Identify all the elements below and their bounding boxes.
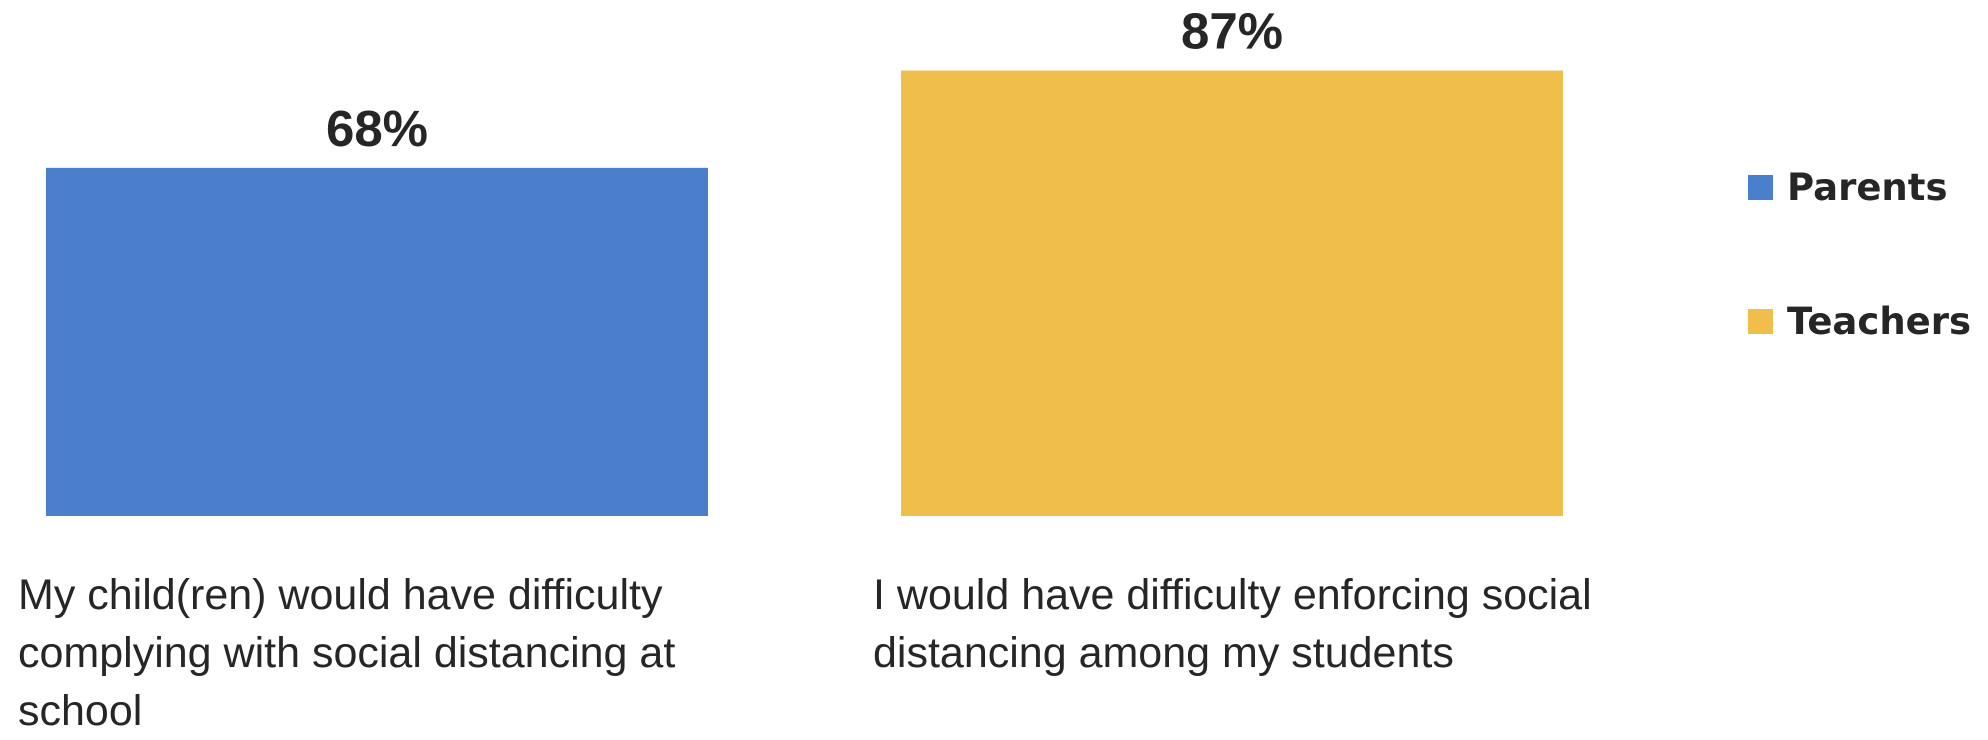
legend-swatch-parents bbox=[1748, 174, 1773, 200]
category-label-line: school bbox=[18, 687, 143, 735]
legend-item-parents: Parents bbox=[1748, 163, 1971, 211]
category-label-teachers: I would have difficulty enforcing social… bbox=[873, 566, 1592, 682]
legend-swatch-teachers bbox=[1748, 308, 1773, 334]
legend-label-teachers: Teachers bbox=[1787, 299, 1972, 343]
category-label-line: My child(ren) would have difficulty bbox=[18, 571, 663, 619]
category-label-line: I would have difficulty enforcing social bbox=[873, 571, 1592, 619]
data-label-parents: 68% bbox=[326, 100, 428, 157]
legend-label-parents: Parents bbox=[1787, 165, 1948, 209]
category-label-parents: My child(ren) would have difficulty comp… bbox=[18, 566, 675, 740]
data-label-teachers: 87% bbox=[1181, 3, 1283, 60]
category-label-line: complying with social distancing at bbox=[18, 629, 676, 677]
bar-parents bbox=[46, 167, 708, 516]
chart-legend: Parents Teachers bbox=[1748, 163, 1971, 431]
category-label-line: distancing among my students bbox=[873, 629, 1454, 677]
legend-item-teachers: Teachers bbox=[1748, 297, 1971, 345]
bar-teachers bbox=[901, 70, 1563, 516]
